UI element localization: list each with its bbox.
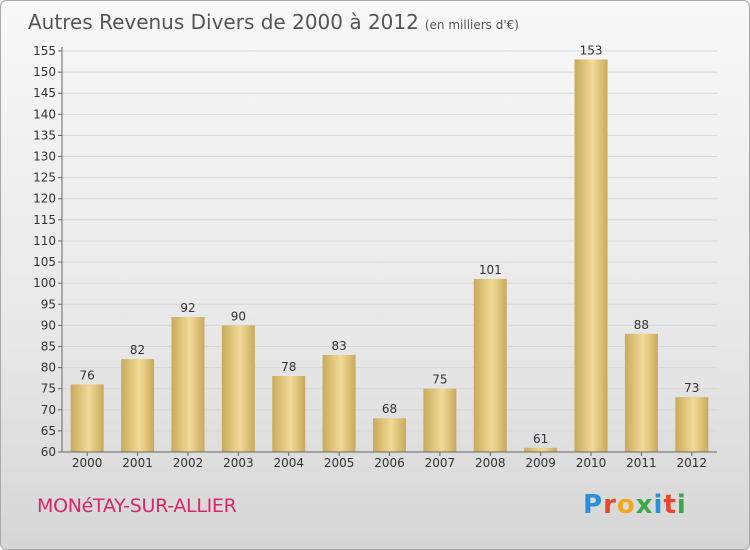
bar — [574, 59, 608, 452]
y-tick-label: 115 — [33, 213, 56, 227]
y-tick-label: 85 — [41, 339, 56, 353]
bar — [423, 388, 457, 452]
data-label: 92 — [180, 301, 195, 315]
y-tick-label: 80 — [41, 361, 56, 375]
proxiti-logo: Proxiti — [583, 490, 687, 520]
chart-unit: (en milliers d'€) — [424, 18, 519, 32]
commune-name: MONéTAY-SUR-ALLIER — [37, 495, 237, 517]
x-tick-label: 2009 — [525, 456, 556, 470]
y-tick-label: 70 — [41, 403, 56, 417]
y-tick-label: 140 — [33, 107, 56, 121]
y-tick-label: 110 — [33, 234, 56, 248]
data-label: 73 — [684, 381, 699, 395]
y-tick-label: 135 — [33, 128, 56, 142]
x-tick-label: 2008 — [475, 456, 506, 470]
bar — [171, 316, 205, 452]
y-tick-label: 155 — [33, 44, 56, 58]
logo-letter: t — [663, 490, 677, 520]
y-tick-label: 125 — [33, 171, 56, 185]
y-tick-label: 60 — [41, 445, 56, 459]
x-tick-label: 2004 — [273, 456, 304, 470]
bar — [322, 354, 356, 452]
bar — [675, 397, 709, 452]
bar — [524, 447, 558, 452]
chart-title-text: Autres Revenus Divers de 2000 à 2012 — [28, 10, 419, 34]
x-tick-label: 2001 — [122, 456, 153, 470]
data-label: 75 — [432, 373, 447, 387]
y-tick-label: 120 — [33, 192, 56, 206]
logo-letter: o — [616, 490, 636, 520]
x-tick-label: 2003 — [223, 456, 254, 470]
data-label: 78 — [281, 360, 296, 374]
data-label: 76 — [80, 368, 95, 382]
bar — [473, 278, 507, 452]
x-tick-label: 2006 — [374, 456, 405, 470]
x-tick-label: 2012 — [677, 456, 708, 470]
data-label: 101 — [479, 263, 502, 277]
data-label: 82 — [130, 343, 145, 357]
data-label: 68 — [382, 402, 397, 416]
logo-letter: r — [603, 490, 617, 520]
bar — [624, 333, 658, 452]
y-tick-label: 145 — [33, 86, 56, 100]
bar — [272, 376, 306, 452]
y-tick-label: 90 — [41, 318, 56, 332]
data-label: 61 — [533, 432, 548, 446]
bar — [70, 384, 104, 452]
y-tick-label: 75 — [41, 382, 56, 396]
x-tick-label: 2011 — [626, 456, 657, 470]
logo-letter: P — [583, 490, 604, 520]
bar — [121, 359, 155, 452]
chart-title: Autres Revenus Divers de 2000 à 2012 (en … — [28, 10, 519, 34]
bar — [373, 418, 406, 452]
data-label: 83 — [331, 339, 346, 353]
x-tick-label: 2007 — [425, 456, 456, 470]
y-tick-label: 95 — [41, 297, 56, 311]
data-label: 153 — [580, 43, 603, 57]
data-label: 90 — [231, 309, 246, 323]
x-tick-label: 2000 — [72, 456, 103, 470]
y-tick-label: 100 — [33, 276, 56, 290]
y-tick-label: 130 — [33, 150, 56, 164]
logo-letter: i — [676, 490, 687, 520]
y-tick-label: 105 — [33, 255, 56, 269]
logo-letter: i — [653, 490, 664, 520]
bar — [221, 325, 255, 452]
x-tick-label: 2010 — [576, 456, 607, 470]
x-tick-label: 2002 — [173, 456, 204, 470]
x-tick-label: 2005 — [324, 456, 355, 470]
y-tick-label: 150 — [33, 65, 56, 79]
data-label: 88 — [634, 318, 649, 332]
logo-letter: x — [635, 490, 654, 520]
y-tick-label: 65 — [41, 424, 56, 438]
